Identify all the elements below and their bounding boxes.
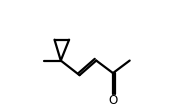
Text: O: O <box>108 94 118 107</box>
